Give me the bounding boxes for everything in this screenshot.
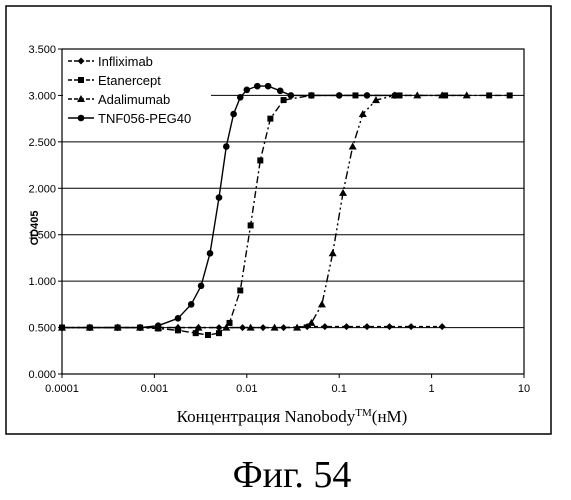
data-point (193, 330, 199, 336)
data-point (175, 315, 182, 322)
y-tick-label: 3.000 (28, 90, 56, 102)
legend-label: Adalimumab (98, 92, 170, 107)
y-tick-label: 1.000 (28, 276, 56, 288)
x-tick-label: 10 (518, 383, 530, 395)
data-point (155, 322, 162, 329)
y-tick-label: 0.500 (28, 323, 56, 335)
y-tick-label: 3.500 (28, 44, 56, 56)
data-point (87, 324, 94, 331)
data-point (207, 250, 214, 257)
data-point (265, 83, 272, 90)
x-tick-label: 0.0001 (45, 383, 79, 395)
data-point (267, 116, 273, 122)
x-axis-label-text: Концентрация Nanobody (177, 407, 356, 426)
data-point (244, 87, 251, 94)
data-point (254, 83, 261, 90)
data-point (230, 111, 237, 118)
data-point (137, 324, 144, 331)
data-point (392, 92, 399, 99)
figure-caption: Фиг. 54 (233, 454, 352, 496)
legend-label: Infliximab (98, 54, 153, 69)
data-point (216, 330, 222, 336)
data-point (507, 92, 513, 98)
data-point (78, 115, 85, 122)
legend-label: TNF056-PEG40 (98, 111, 191, 126)
data-point (198, 282, 205, 289)
data-point (308, 92, 315, 99)
data-point (237, 94, 244, 101)
data-point (78, 77, 84, 83)
x-tick-label: 0.1 (332, 383, 347, 395)
data-point (216, 194, 223, 201)
legend-label: Etanercept (98, 73, 161, 88)
data-point (288, 92, 295, 99)
data-point (114, 324, 121, 331)
x-axis-label-superscript: TM (355, 407, 372, 419)
data-point (277, 87, 284, 94)
data-point (59, 324, 66, 331)
data-point (237, 287, 243, 293)
legend: Infliximab Etanercept Adalimumab TNF056-PEG… (63, 50, 211, 128)
x-tick-label: 1 (429, 383, 435, 395)
data-point (227, 320, 233, 326)
data-point (188, 301, 195, 308)
data-point (257, 157, 263, 163)
x-axis-label: Концентрация NanobodyTM(нМ) (177, 407, 408, 426)
data-point (223, 143, 230, 150)
x-tick-label: 0.01 (236, 383, 257, 395)
data-point (364, 92, 371, 99)
data-point (248, 222, 254, 228)
x-axis-label-unit: (нМ) (372, 407, 408, 426)
data-point (486, 92, 492, 98)
x-tick-label: 0.001 (141, 383, 169, 395)
data-point (281, 97, 287, 103)
data-point (336, 92, 343, 99)
y-tick-label: 2.000 (28, 183, 56, 195)
data-point (205, 332, 211, 338)
y-axis-label: OD405 (29, 211, 41, 246)
y-tick-label: 2.500 (28, 137, 56, 149)
y-tick-label: 0.000 (28, 369, 56, 381)
